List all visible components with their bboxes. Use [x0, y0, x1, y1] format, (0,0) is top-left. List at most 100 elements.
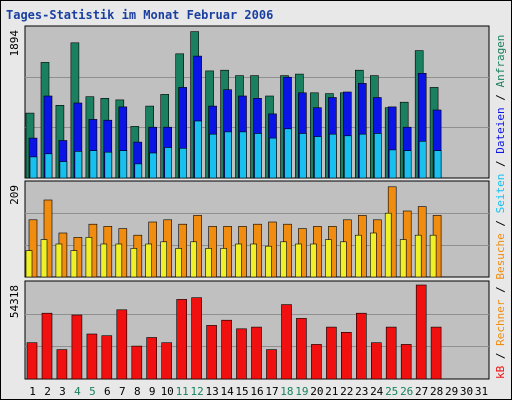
- bar-kb-day-11: [176, 299, 187, 380]
- bar-rechner-day-2: [40, 239, 48, 278]
- x-tick-label-day-30: 30: [460, 385, 473, 398]
- x-tick-label-day-11: 11: [176, 385, 189, 398]
- bar-kb-day-1: [26, 342, 38, 380]
- legend-label-kb: kB: [494, 365, 507, 379]
- x-tick-label-day-23: 23: [355, 385, 368, 398]
- bar-kb-day-3: [56, 349, 68, 380]
- bar-kb-day-4: [71, 314, 83, 380]
- panel-middle: 209: [8, 180, 490, 278]
- bar-rechner-day-9: [145, 243, 152, 278]
- right-legend-text: kB / Rechner / Besuche / Seiten / Dateie…: [494, 35, 507, 379]
- bar-seiten-day-28: [433, 150, 442, 179]
- bar-seiten-day-7: [119, 150, 128, 179]
- bar-rechner-day-5: [85, 237, 93, 278]
- bar-rechner-day-19: [295, 243, 302, 278]
- x-tick-label-day-3: 3: [59, 385, 66, 398]
- x-tick-label-day-13: 13: [205, 385, 218, 398]
- bar-rechner-day-22: [339, 241, 347, 278]
- x-tick-label-day-5: 5: [89, 385, 96, 398]
- bar-rechner-day-21: [325, 239, 332, 278]
- bar-rechner-day-7: [115, 243, 123, 278]
- legend-label-dateien: Dateien: [494, 107, 507, 153]
- x-tick-label-day-26: 26: [400, 385, 413, 398]
- legend-separator: /: [494, 213, 507, 233]
- bar-kb-day-26: [400, 344, 412, 380]
- x-tick-label-day-7: 7: [119, 385, 126, 398]
- x-tick-label-day-14: 14: [220, 385, 234, 398]
- bar-seiten-day-22: [343, 135, 352, 179]
- bar-seiten-day-11: [179, 148, 187, 179]
- chart-title: Tages-Statistik im Monat Februar 2006: [6, 8, 273, 22]
- bar-seiten-day-25: [388, 149, 397, 179]
- bar-rechner-day-13: [205, 248, 212, 278]
- bar-rechner-day-17: [265, 245, 272, 278]
- bar-seiten-day-9: [149, 152, 157, 179]
- right-legend-labels: kB / Rechner / Besuche / Seiten / Dateie…: [494, 35, 507, 379]
- bar-seiten-day-16: [254, 133, 262, 179]
- panel-bottom-y-max-label: 54318: [8, 285, 21, 318]
- bar-rechner-day-27: [414, 234, 422, 278]
- bar-seiten-day-13: [209, 133, 217, 179]
- bar-seiten-day-24: [373, 133, 382, 179]
- x-tick-label-day-25: 25: [385, 385, 398, 398]
- bar-rechner-day-10: [160, 241, 167, 278]
- x-tick-label-day-19: 19: [295, 385, 308, 398]
- bar-rechner-day-16: [250, 243, 257, 278]
- x-tick-label-day-29: 29: [445, 385, 458, 398]
- x-tick-label-day-21: 21: [325, 385, 338, 398]
- bar-seiten-day-23: [358, 133, 367, 179]
- bar-rechner-day-25: [384, 212, 392, 278]
- bar-seiten-day-3: [59, 161, 68, 179]
- bar-rechner-day-3: [55, 243, 63, 278]
- x-tick-label-day-28: 28: [430, 385, 443, 398]
- x-tick-label-day-10: 10: [161, 385, 174, 398]
- bar-seiten-day-14: [224, 131, 232, 179]
- x-axis-ticks: 1 2 3 4 5 6 7 8 9 10 11 12 13 14 15 16 17 18 19 20 21 22 23 24 2…: [29, 385, 488, 398]
- legend-label-anfragen: Anfragen: [494, 35, 507, 88]
- bar-rechner-day-18: [280, 241, 287, 278]
- bar-rechner-day-8: [130, 248, 138, 278]
- bar-seiten-day-27: [418, 141, 427, 179]
- x-tick-label-day-17: 17: [265, 385, 278, 398]
- panel-top-y-max-label: 1894: [8, 30, 21, 57]
- bar-rechner-day-28: [429, 234, 437, 278]
- bar-kb-day-10: [161, 342, 172, 380]
- bar-kb-day-21: [326, 326, 337, 380]
- bar-kb-day-22: [340, 331, 352, 380]
- x-tick-label-day-9: 9: [149, 385, 156, 398]
- x-tick-label-day-8: 8: [134, 385, 141, 398]
- bar-rechner-day-24: [369, 232, 377, 278]
- bar-rechner-day-14: [220, 248, 227, 278]
- bar-kb-day-6: [101, 335, 113, 380]
- bar-kb-day-23: [355, 312, 367, 380]
- bar-seiten-day-18: [284, 128, 292, 179]
- bar-seiten-day-8: [134, 163, 143, 179]
- bar-rechner-day-15: [235, 243, 242, 278]
- x-tick-label-day-31: 31: [475, 385, 488, 398]
- bar-besuche-day-2: [43, 199, 53, 278]
- x-tick-label-day-12: 12: [190, 385, 203, 398]
- bar-kb-day-27: [415, 284, 427, 380]
- bar-seiten-day-6: [104, 151, 113, 179]
- legend-separator: /: [494, 88, 507, 108]
- bar-seiten-day-21: [329, 133, 337, 179]
- bar-seiten-day-20: [314, 136, 322, 179]
- bar-seiten-day-26: [403, 150, 412, 179]
- bar-kb-day-19: [296, 318, 307, 380]
- legend-label-rechner: Rechner: [494, 299, 507, 346]
- legend-separator: /: [494, 346, 507, 366]
- bar-besuche-day-1: [28, 219, 38, 278]
- x-tick-label-day-22: 22: [340, 385, 353, 398]
- bar-kb-day-15: [236, 328, 247, 380]
- bar-rechner-day-4: [70, 250, 78, 278]
- bar-kb-day-7: [116, 309, 128, 380]
- bar-seiten-day-10: [164, 147, 172, 179]
- bar-kb-day-5: [86, 333, 98, 380]
- bar-seiten-day-19: [299, 133, 307, 179]
- chart-panels: 1894 209 54318: [8, 25, 490, 380]
- bar-kb-day-18: [281, 304, 292, 380]
- legend-label-seiten: Seiten: [494, 174, 507, 214]
- x-tick-label-day-6: 6: [104, 385, 111, 398]
- bar-rechner-day-26: [399, 239, 407, 278]
